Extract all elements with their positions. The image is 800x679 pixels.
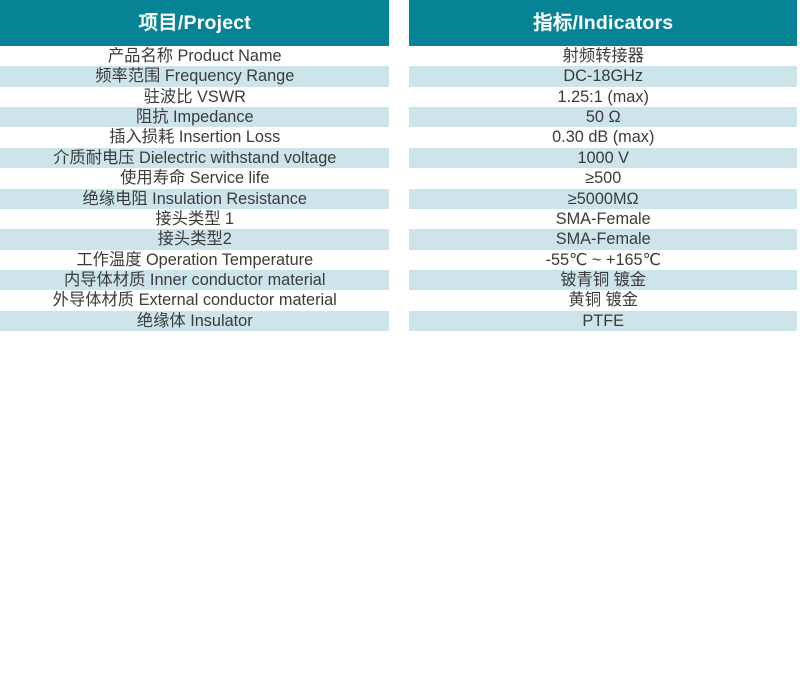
cell-indicator: -55℃ ~ +165℃ [409,249,797,270]
cell-indicator: SMA-Female [409,208,797,230]
table-row: 绝缘电阻 Insulation Resistance ≥5000MΩ [0,188,797,209]
table-row: 外导体材质 External conductor material 黄铜 镀金 [0,290,797,311]
column-divider [389,168,410,189]
column-divider [389,147,410,169]
column-divider [389,127,410,148]
table-row: 驻波比 VSWR 1.25:1 (max) [0,86,797,108]
column-divider [389,107,410,128]
cell-indicator: DC-18GHz [409,66,797,87]
table-row: 绝缘体 Insulator PTFE [0,310,797,332]
cell-project: 外导体材质 External conductor material [0,290,390,311]
table-row: 插入损耗 Insertion Loss 0.30 dB (max) [0,127,797,148]
table-body: 产品名称 Product Name 射频转接器 频率范围 Frequency Ran… [0,46,800,332]
cell-project: 接头类型2 [0,229,390,250]
column-divider [389,66,410,87]
cell-indicator: 0.30 dB (max) [409,127,797,148]
cell-indicator: PTFE [409,310,797,332]
column-divider [389,249,410,270]
cell-project: 绝缘电阻 Insulation Resistance [0,188,390,209]
cell-indicator: ≥500 [409,168,797,189]
cell-indicator: SMA-Female [409,229,797,250]
column-header-indicators: 指标/Indicators [409,0,797,46]
cell-indicator: 1.25:1 (max) [409,86,797,108]
cell-project: 驻波比 VSWR [0,86,390,108]
table-header-row: 项目/Project 指标/Indicators [0,0,797,46]
cell-project: 产品名称 Product Name [0,46,390,67]
cell-indicator: 铍青铜 镀金 [409,269,797,291]
cell-project: 内导体材质 Inner conductor material [0,269,390,291]
column-divider [389,290,410,311]
table-row: 工作温度 Operation Temperature -55℃ ~ +165℃ [0,249,797,270]
table-row: 介质耐电压 Dielectric withstand voltage 1000 V [0,147,797,169]
cell-project: 绝缘体 Insulator [0,310,390,332]
cell-project: 接头类型 1 [0,208,390,230]
column-divider [389,0,410,46]
column-divider [389,310,410,332]
cell-indicator: 1000 V [409,147,797,169]
table-row: 内导体材质 Inner conductor material 铍青铜 镀金 [0,269,797,291]
cell-indicator: 射频转接器 [409,46,797,67]
column-header-project: 项目/Project [0,0,390,46]
column-divider [389,86,410,108]
column-divider [389,46,410,67]
cell-project: 频率范围 Frequency Range [0,66,390,87]
column-divider [389,269,410,291]
cell-project: 工作温度 Operation Temperature [0,249,390,270]
table-row: 产品名称 Product Name 射频转接器 [0,46,797,67]
cell-project: 介质耐电压 Dielectric withstand voltage [0,147,390,169]
column-divider [389,208,410,230]
cell-project: 使用寿命 Service life [0,168,390,189]
cell-project: 插入损耗 Insertion Loss [0,127,390,148]
column-divider [389,188,410,209]
table-row: 接头类型 1 SMA-Female [0,208,797,230]
cell-indicator: 黄铜 镀金 [409,290,797,311]
table-row: 阻抗 Impedance 50 Ω [0,107,797,128]
cell-indicator: ≥5000MΩ [409,188,797,209]
column-divider [389,229,410,250]
cell-project: 阻抗 Impedance [0,107,390,128]
table-row: 频率范围 Frequency Range DC-18GHz [0,66,797,87]
table-row: 接头类型2 SMA-Female [0,229,797,250]
table-row: 使用寿命 Service life ≥500 [0,168,797,189]
cell-indicator: 50 Ω [409,107,797,128]
